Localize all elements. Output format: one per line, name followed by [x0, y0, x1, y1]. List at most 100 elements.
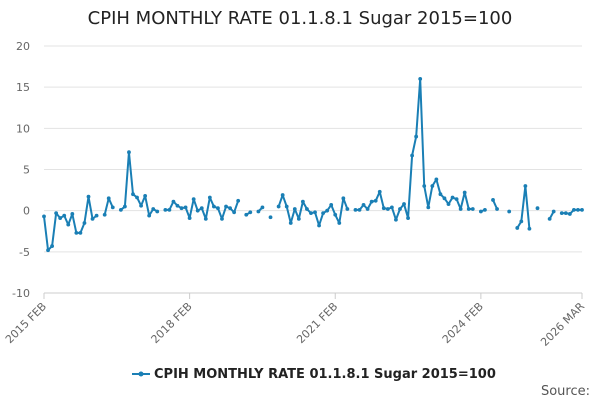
data-point — [90, 217, 95, 221]
data-point — [78, 231, 83, 235]
data-point — [361, 203, 366, 207]
y-tick-label: -5 — [19, 246, 30, 259]
data-point — [446, 202, 451, 206]
data-point — [216, 206, 220, 211]
data-point — [317, 223, 321, 228]
data-point — [288, 221, 293, 225]
data-point — [377, 189, 382, 194]
y-axis-ticks: -10 -5 0 5 10 15 20 — [12, 40, 30, 300]
data-point — [248, 210, 253, 215]
data-point — [567, 212, 572, 216]
data-point — [491, 198, 495, 202]
data-point — [527, 226, 532, 231]
data-point — [195, 208, 200, 213]
data-point — [123, 204, 127, 209]
source-label: Source: — [541, 384, 590, 399]
data-point — [373, 198, 378, 203]
data-point — [232, 210, 237, 215]
data-point — [151, 207, 156, 211]
data-point — [46, 248, 50, 253]
data-point — [187, 216, 192, 220]
data-point — [495, 207, 499, 211]
y-tick-label: 0 — [23, 205, 30, 218]
data-point — [341, 196, 346, 201]
data-point — [418, 77, 423, 81]
data-point — [547, 217, 552, 221]
data-point — [224, 204, 228, 209]
data-point — [118, 207, 123, 212]
series-line-segment — [43, 195, 98, 252]
legend-dot-marker — [138, 371, 144, 377]
data-point — [333, 212, 338, 217]
data-point — [458, 207, 463, 211]
x-tick-label: 2018 FEB — [149, 300, 195, 346]
data-point — [292, 207, 297, 211]
legend-label: CPIH MONTHLY RATE 01.1.8.1 Sugar 2015=10… — [154, 367, 496, 382]
data-point — [199, 206, 204, 211]
data-point — [478, 209, 483, 214]
series-line-segment — [516, 184, 531, 229]
data-point — [410, 153, 415, 158]
data-point — [175, 203, 180, 208]
x-tick-label: 2024 FEB — [440, 300, 486, 346]
data-point — [422, 184, 427, 188]
data-point — [70, 212, 75, 216]
grid — [44, 45, 582, 294]
data-point — [426, 205, 431, 210]
data-point — [353, 207, 358, 212]
data-point — [183, 205, 188, 210]
data-point — [507, 209, 512, 214]
data-point — [284, 204, 289, 209]
data-point — [337, 221, 342, 225]
data-point — [58, 216, 63, 220]
data-point — [260, 205, 265, 210]
data-point — [305, 207, 309, 211]
series-line-segment — [120, 151, 158, 217]
data-point — [385, 207, 390, 211]
data-point — [54, 211, 59, 216]
data-point — [357, 207, 362, 212]
data-point — [155, 209, 160, 214]
data-point — [309, 211, 313, 216]
data-point — [551, 209, 556, 214]
data-point — [106, 196, 111, 201]
data-point — [147, 213, 152, 218]
data-point — [171, 199, 176, 204]
data-point — [563, 211, 568, 216]
data-point — [313, 210, 317, 215]
data-point — [345, 207, 350, 211]
data-point — [442, 196, 447, 201]
y-tick-label: 5 — [23, 164, 30, 177]
data-point — [559, 211, 564, 216]
data-point — [414, 134, 419, 139]
y-tick-label: 20 — [16, 40, 30, 53]
data-point — [296, 217, 301, 221]
data-point — [523, 184, 528, 188]
series-group — [42, 77, 584, 253]
data-point — [438, 192, 443, 197]
data-point — [228, 206, 232, 211]
legend[interactable]: CPIH MONTHLY RATE 01.1.8.1 Sugar 2015=10… — [132, 367, 496, 382]
data-point — [94, 213, 99, 218]
data-point — [321, 211, 326, 216]
data-point — [207, 195, 212, 200]
data-point — [580, 207, 584, 212]
x-tick-label: 2026 MAR — [538, 300, 587, 349]
data-point — [131, 192, 135, 197]
data-point — [515, 226, 520, 230]
data-point — [519, 219, 524, 224]
data-point — [66, 222, 71, 227]
data-point — [470, 207, 475, 211]
data-point — [163, 207, 168, 212]
data-point — [86, 194, 91, 199]
data-point — [139, 203, 143, 208]
data-point — [325, 208, 330, 213]
y-tick-label: 10 — [16, 122, 30, 135]
data-point — [466, 207, 471, 211]
data-point — [389, 205, 394, 210]
data-point — [454, 197, 459, 202]
data-point — [50, 244, 54, 248]
data-point — [268, 215, 273, 220]
data-point — [203, 217, 208, 221]
data-point — [135, 195, 139, 200]
